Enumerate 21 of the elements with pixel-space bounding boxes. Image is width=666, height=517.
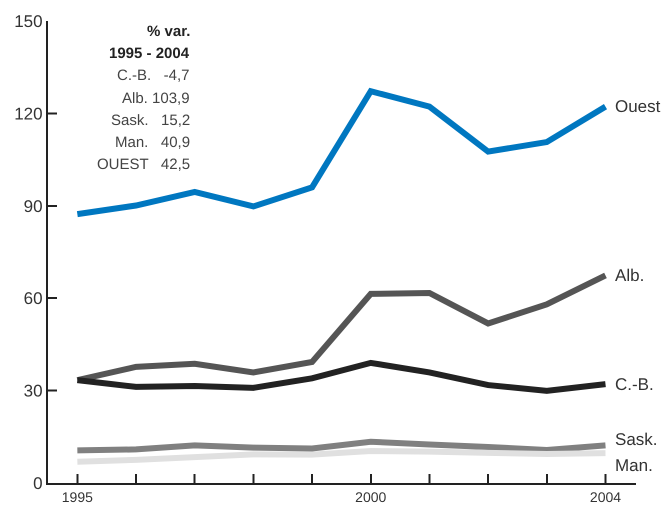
series-label: C.-B. [615, 375, 654, 394]
annotation: % var. [147, 23, 190, 40]
series-label: Ouest [615, 97, 661, 116]
y-tick-label: 150 [14, 12, 43, 31]
annotation: Alb. 103,9 [122, 90, 190, 107]
y-tick-label: 30 [24, 382, 43, 401]
y-tick-label: 60 [24, 289, 43, 308]
x-tick-label: 2000 [355, 488, 387, 505]
annotation: OUEST 42,5 [97, 156, 190, 173]
series-label: Alb. [615, 266, 644, 285]
series-label: Man. [615, 456, 653, 475]
series-label: Sask. [615, 430, 658, 449]
annotation: 1995 - 2004 [109, 45, 190, 62]
y-tick-label: 120 [14, 104, 43, 124]
y-tick-label: 90 [24, 196, 43, 216]
annotation: Sask. 15,2 [111, 112, 190, 129]
annotation: C.-B. -4,7 [117, 67, 190, 84]
x-tick-label: 1995 [62, 488, 94, 505]
x-tick-label: 2004 [590, 488, 622, 505]
annotation: Man. 40,9 [115, 134, 190, 151]
y-tick-label: 0 [33, 474, 43, 493]
